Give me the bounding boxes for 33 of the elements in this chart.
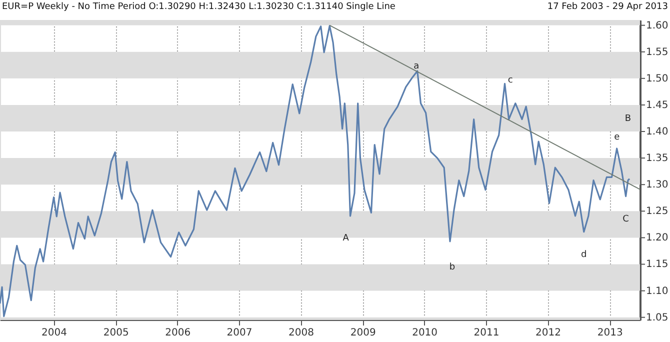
- annotation: b: [449, 262, 456, 272]
- x-tick-label: 2007: [226, 328, 252, 338]
- annotation: e: [614, 132, 620, 142]
- line-series: [0, 25, 630, 318]
- y-tick-label: 1.25: [646, 206, 668, 218]
- x-tick-label: 2013: [597, 328, 623, 338]
- y-tick-label: 1.15: [646, 259, 668, 270]
- annotation: a: [414, 62, 420, 72]
- y-tick-label: 1.40: [646, 126, 668, 138]
- annotation: c: [508, 75, 513, 86]
- y-tick-label: 1.30: [646, 180, 668, 191]
- x-tick-label: 2012: [535, 328, 561, 338]
- chart-title: EUR=P Weekly - No Time Period O:1.30290 H:1.32430 L:1.30230 C:1.31140 Single Line: [2, 2, 396, 12]
- y-tick-label: 1.55: [646, 46, 668, 58]
- annotation: C: [622, 214, 629, 224]
- annotation: B: [624, 114, 632, 124]
- x-tick-label: 2009: [350, 328, 376, 338]
- x-tick-label: 2011: [474, 328, 500, 338]
- y-tick-label: 1.45: [646, 100, 668, 111]
- y-tick-label: 1.20: [646, 232, 668, 244]
- y-tick-label: 1.35: [646, 153, 668, 164]
- y-tick-label: 1.50: [646, 73, 668, 84]
- x-tick-label: 2005: [103, 328, 129, 338]
- x-tick-label: 2008: [288, 328, 314, 338]
- y-tick-label: 1.10: [646, 286, 668, 297]
- x-tick-label: 2006: [165, 328, 191, 338]
- annotation: A: [342, 234, 350, 244]
- annotation: d: [581, 250, 587, 260]
- x-tick-label: 2010: [412, 328, 438, 338]
- chart-subtitle: 17 Feb 2003 - 29 Apr 2013: [547, 2, 668, 12]
- y-tick-label: 1.05: [646, 312, 668, 324]
- x-tick-label: 2004: [42, 328, 67, 338]
- y-tick-label: 1.60: [646, 20, 668, 32]
